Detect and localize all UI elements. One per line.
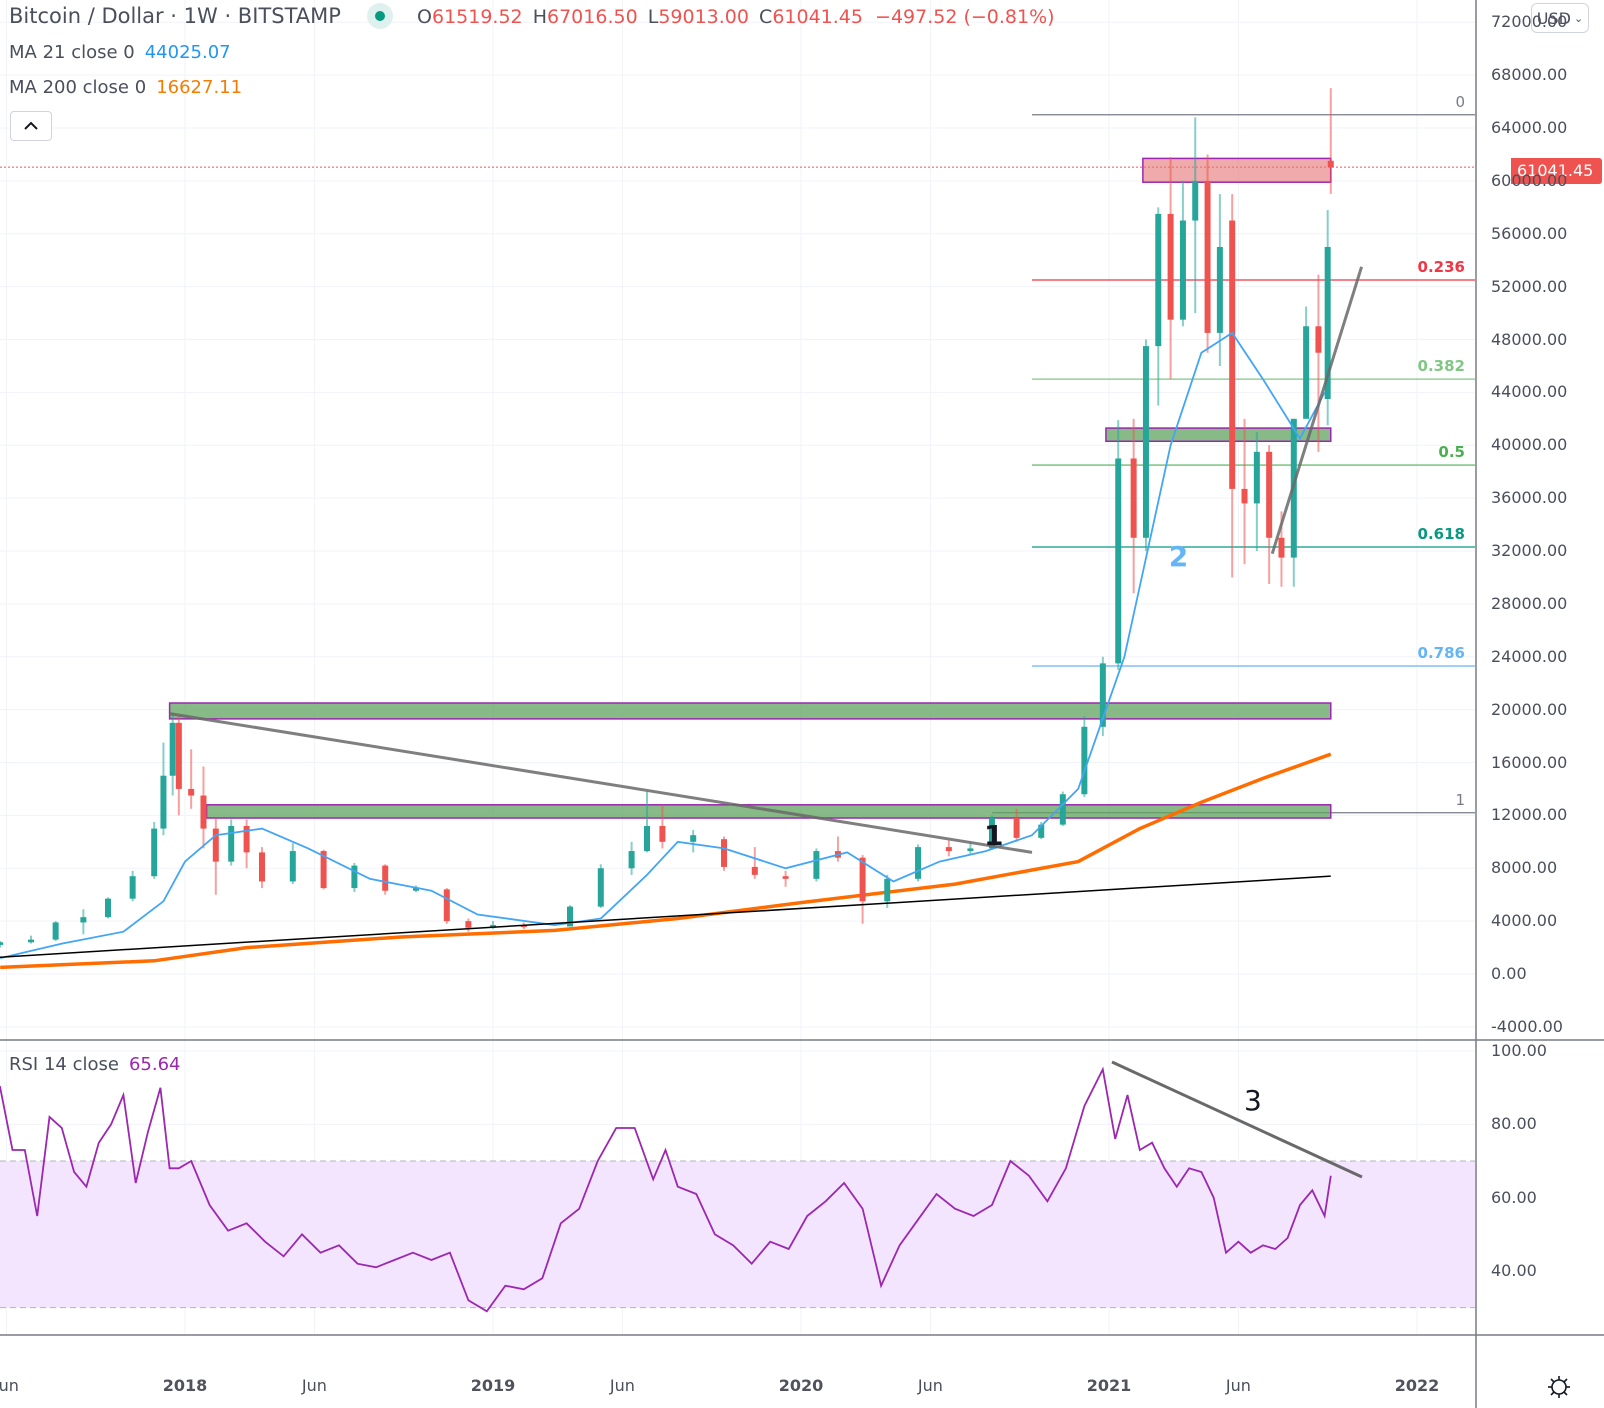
descending-trendline[interactable]: [169, 712, 1033, 854]
low-value: 59013.00: [658, 6, 749, 28]
time-tick: Jun: [917, 1376, 943, 1395]
time-tick: 2022: [1394, 1376, 1440, 1395]
price-tick: 12000.00: [1491, 805, 1568, 825]
close-value: 61041.45: [772, 6, 863, 28]
price-tick: 20000.00: [1491, 699, 1568, 719]
price-tick: 40000.00: [1491, 435, 1568, 455]
fib-level-0.618: 0.618: [1417, 525, 1465, 544]
price-tick: 0.00: [1491, 964, 1527, 983]
rsi-tick: 40.00: [1491, 1261, 1537, 1280]
last-price-tag: 61041.45: [1511, 158, 1602, 184]
high-label: H: [532, 6, 547, 28]
indicator-rsi[interactable]: RSI 14 close 65.64: [9, 1054, 180, 1075]
price-tick: 8000.00: [1491, 858, 1558, 878]
resistance-2017-ath-zone[interactable]: [168, 702, 1332, 720]
rsi-tick: 80.00: [1491, 1114, 1537, 1134]
price-tick: -4000.00: [1491, 1016, 1563, 1036]
low-label: L: [647, 6, 659, 28]
time-tick: 2018: [162, 1376, 208, 1395]
price-tick: 72000.00: [1491, 12, 1568, 32]
open-value: 61519.52: [431, 6, 523, 28]
fib-level-0.382: 0.382: [1417, 357, 1465, 376]
close-label: C: [759, 6, 773, 28]
price-tick: 68000.00: [1491, 65, 1568, 85]
rsi-band: [0, 1161, 1475, 1308]
long-term-support[interactable]: [0, 875, 1331, 958]
settings-gear-icon[interactable]: [1545, 1373, 1573, 1401]
rsi-divergence-trendline[interactable]: [1111, 1060, 1363, 1179]
price-tick: 28000.00: [1491, 593, 1568, 613]
grid: [0, 0, 1475, 1335]
currency-selector[interactable]: USD ⌄: [1531, 3, 1589, 33]
fib-level-0.5: 0.5: [1438, 443, 1465, 462]
ma21-label: MA 21 close 0: [9, 42, 135, 63]
ma200-line: [0, 752, 1332, 970]
change-value: −497.52 (−0.81%): [875, 6, 1055, 28]
ma21-line: [0, 331, 1326, 959]
time-tick: 2019: [470, 1376, 516, 1395]
ma21-value: 44025.07: [144, 42, 231, 63]
symbol-title[interactable]: Bitcoin / Dollar · 1W · BITSTAMP: [9, 4, 341, 28]
support-40k-zone[interactable]: [1105, 427, 1332, 443]
time-tick: 2021: [1086, 1376, 1132, 1395]
time-tick: Jun: [609, 1376, 635, 1395]
rsi-line: [0, 1066, 1332, 1313]
time-tick: Jun: [301, 1376, 327, 1395]
price-tick: 48000.00: [1491, 329, 1568, 349]
ma200-value: 16627.11: [156, 77, 243, 98]
rsi-tick: 100.00: [1491, 1041, 1547, 1060]
price-tick: 32000.00: [1491, 541, 1568, 560]
fib-level-0.786: 0.786: [1417, 644, 1465, 662]
open-label: O: [417, 6, 432, 28]
annotation-1: 1: [983, 818, 1004, 852]
currency-label: USD: [1536, 8, 1571, 28]
price-tick: 24000.00: [1491, 646, 1568, 666]
time-tick: Jun: [0, 1376, 19, 1395]
time-tick: Jun: [1225, 1376, 1251, 1395]
price-tick: 4000.00: [1491, 911, 1558, 931]
fib-level-0.236: 0.236: [1417, 258, 1465, 277]
price-tick: 52000.00: [1491, 276, 1568, 296]
rsi-label: RSI 14 close: [9, 1054, 119, 1075]
annotation-3: 3: [1244, 1084, 1262, 1117]
ascending-trendline[interactable]: [1270, 266, 1363, 555]
rsi-tick: 60.00: [1491, 1187, 1537, 1207]
collapse-legend-button[interactable]: [10, 111, 52, 141]
rsi-value: 65.64: [128, 1054, 181, 1075]
chevron-down-icon: ⌄: [1573, 11, 1584, 25]
price-tick: 56000.00: [1491, 223, 1568, 243]
price-tick: 44000.00: [1491, 382, 1568, 402]
high-value: 67016.50: [547, 6, 638, 28]
price-tick: 16000.00: [1491, 752, 1568, 772]
chevron-up-icon: [24, 121, 38, 130]
fib-level-1: 1: [1455, 790, 1465, 809]
price-tick: 60000.00: [1491, 170, 1568, 190]
price-tick: 64000.00: [1491, 118, 1568, 137]
ma200-label: MA 200 close 0: [9, 77, 147, 98]
indicator-ma21[interactable]: MA 21 close 0 44025.07: [9, 42, 231, 63]
price-tick: 36000.00: [1491, 488, 1568, 508]
annotation-2: 2: [1168, 539, 1189, 573]
fib-level-0: 0: [1455, 92, 1465, 111]
market-open-status-icon: [366, 2, 393, 29]
symbol-legend: Bitcoin / Dollar · 1W · BITSTAMP O61519.…: [9, 2, 1055, 31]
time-tick: 2020: [778, 1376, 824, 1395]
indicator-ma200[interactable]: MA 200 close 0 16627.11: [9, 77, 242, 98]
